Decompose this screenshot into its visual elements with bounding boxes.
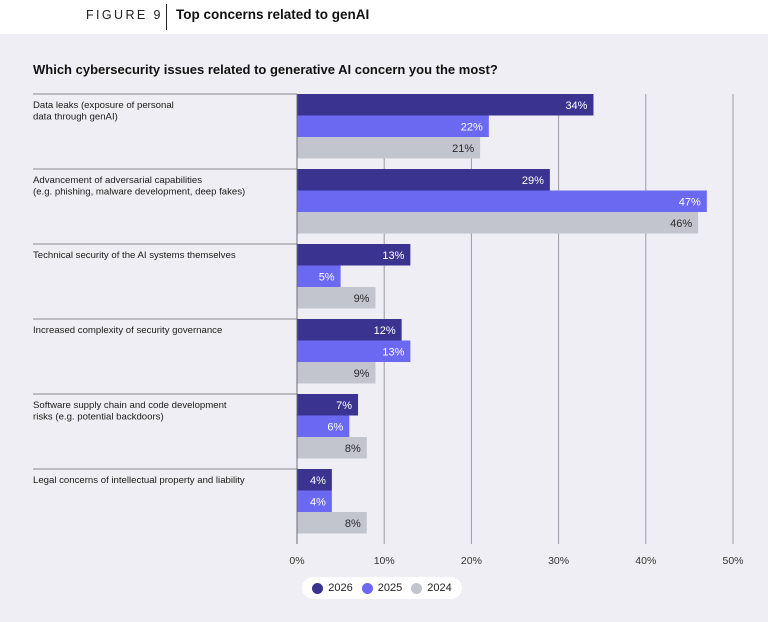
legend-item-2025: 2025 xyxy=(361,582,403,594)
x-tick-label: 50% xyxy=(722,555,743,567)
category-label-line: Technical security of the AI systems the… xyxy=(33,250,236,261)
bar-2024 xyxy=(297,512,367,534)
bar-value-label: 34% xyxy=(565,100,587,112)
figure-number: FIGURE 9 xyxy=(86,8,163,22)
legend-swatch xyxy=(411,582,423,594)
bar-2025 xyxy=(297,340,411,362)
x-tick-label: 10% xyxy=(374,555,395,567)
figure-title: Top concerns related to genAI xyxy=(176,7,370,22)
bar-value-label: 29% xyxy=(522,175,544,187)
legend-item-2026: 2026 xyxy=(312,582,353,594)
category-label: Data leaks (exposure of personal data thr… xyxy=(33,100,174,123)
bar-value-label: 9% xyxy=(354,368,370,380)
bar-value-label: 8% xyxy=(345,443,361,455)
legend-swatch xyxy=(361,582,373,594)
category-label: Legal concerns of intellectual property … xyxy=(33,475,245,486)
bar-value-label: 7% xyxy=(336,400,352,412)
legend-label: 2025 xyxy=(377,582,403,594)
category-label-line: data through genAI) xyxy=(33,112,118,123)
category-label: Technical security of the AI systems the… xyxy=(33,250,236,261)
bar-value-label: 4% xyxy=(310,496,326,508)
bar-2026 xyxy=(297,469,332,491)
category-label-line: Advancement of adversarial capabilities xyxy=(33,175,202,186)
bar-2024 xyxy=(297,287,376,309)
bar-2024 xyxy=(297,137,481,159)
bar-value-label: 47% xyxy=(679,196,701,208)
legend-label: 2024 xyxy=(427,582,452,594)
bar-value-label: 22% xyxy=(461,121,483,133)
bar-value-label: 21% xyxy=(452,143,474,155)
category-label-line: Data leaks (exposure of personal xyxy=(33,100,174,111)
bar-2026 xyxy=(297,394,359,416)
bar-2025 xyxy=(297,415,350,437)
x-tick-label: 40% xyxy=(635,555,656,567)
category-label: Advancement of adversarial capabilities(… xyxy=(33,175,245,198)
figure-separator xyxy=(166,4,167,30)
bar-value-label: 13% xyxy=(382,346,404,358)
bar-2025 xyxy=(297,115,489,137)
bar-2026 xyxy=(297,94,594,116)
legend-item-2024: 2024 xyxy=(411,582,452,594)
bar-2026 xyxy=(297,244,411,266)
bar-2025 xyxy=(297,190,707,212)
bar-2026 xyxy=(297,169,550,191)
bar-value-label: 9% xyxy=(354,293,370,305)
category-label-line: risks (e.g. potential backdoors) xyxy=(33,412,164,423)
bar-value-label: 5% xyxy=(319,271,335,283)
chart-legend: 2026 2025 2024 xyxy=(302,577,462,599)
bar-2024 xyxy=(297,437,367,459)
x-tick-label: 20% xyxy=(461,555,482,567)
bar-value-label: 4% xyxy=(310,475,326,487)
category-label: Software supply chain and code developme… xyxy=(33,400,227,423)
category-label-line: Increased complexity of security governa… xyxy=(33,325,222,336)
category-label-line: Legal concerns of intellectual property … xyxy=(33,475,245,486)
bar-2026 xyxy=(297,319,402,341)
bar-value-label: 8% xyxy=(345,518,361,530)
category-label-line: Software supply chain and code developme… xyxy=(33,400,227,411)
bar-2024 xyxy=(297,212,699,234)
bar-2024 xyxy=(297,362,376,384)
figure-header: FIGURE 9 Top concerns related to genAI xyxy=(0,0,768,34)
legend-label: 2026 xyxy=(328,582,353,594)
bar-2025 xyxy=(297,490,332,512)
bar-value-label: 46% xyxy=(670,218,692,230)
bar-value-label: 13% xyxy=(382,250,404,262)
category-label-line: (e.g. phishing, malware development, dee… xyxy=(33,187,245,198)
legend-swatch xyxy=(312,582,324,594)
bar-value-label: 6% xyxy=(327,421,343,433)
bar-value-label: 12% xyxy=(374,325,396,337)
x-tick-label: 0% xyxy=(289,555,304,567)
x-tick-label: 30% xyxy=(548,555,569,567)
chart-title: Which cybersecurity issues related to ge… xyxy=(33,62,498,77)
category-label: Increased complexity of security governa… xyxy=(33,325,222,336)
bar-2025 xyxy=(297,265,341,287)
